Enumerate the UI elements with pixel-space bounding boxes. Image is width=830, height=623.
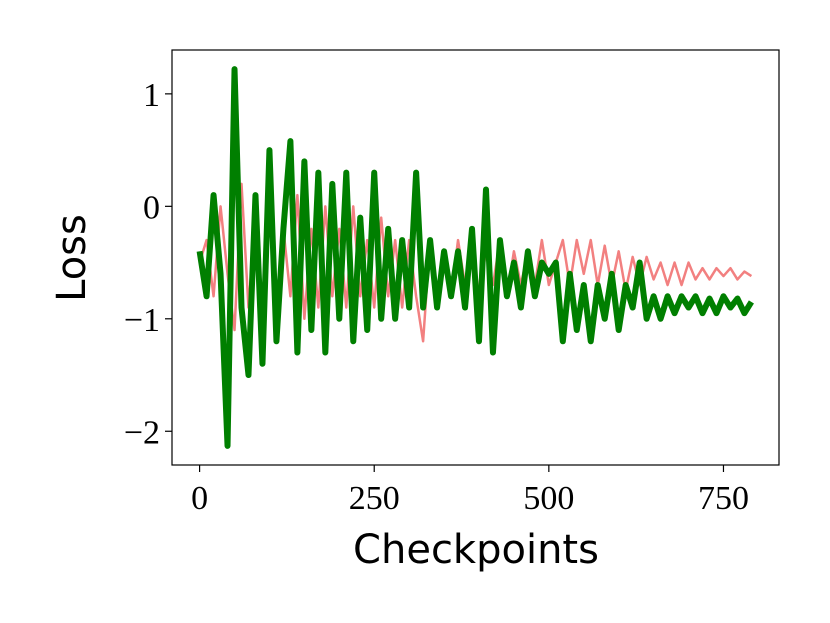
x-tick-label: 250 <box>349 480 400 517</box>
x-tick-label: 500 <box>523 480 574 517</box>
plot-frame <box>171 49 780 466</box>
x-axis-label: Checkpoints <box>353 527 599 573</box>
line-series <box>196 66 754 449</box>
plot-area <box>196 66 754 449</box>
y-tick-label: −1 <box>124 302 160 339</box>
x-tick-label: 0 <box>191 480 208 517</box>
y-tick-label: 0 <box>143 189 160 226</box>
y-axis-label: Loss <box>49 214 95 302</box>
x-tick-label: 750 <box>698 480 749 517</box>
y-tick-label: 1 <box>143 77 160 114</box>
y-tick-label: −2 <box>124 414 160 451</box>
